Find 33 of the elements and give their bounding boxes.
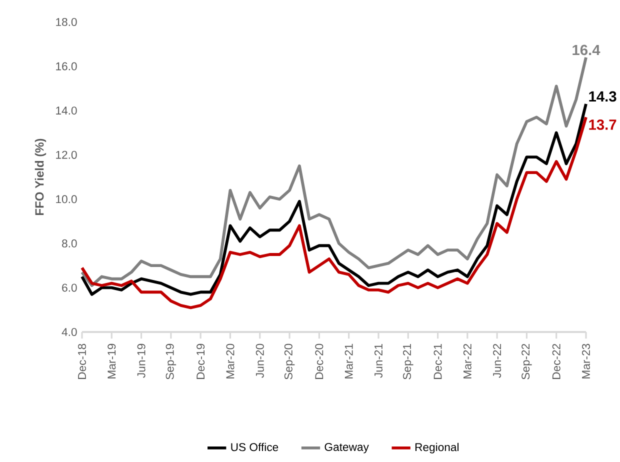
y-tick-label: 4.0	[62, 328, 77, 336]
data-label: 13.7	[589, 120, 616, 130]
y-tick-label: 6.0	[62, 284, 77, 292]
y-axis-title: FFO Yield (%)	[34, 138, 46, 215]
x-tick-label: Jun-21	[374, 344, 382, 378]
x-tick-label: Mar-21	[344, 344, 353, 378]
x-tick-label: Mar-22	[463, 344, 472, 378]
x-tick-label: Dec-20	[315, 344, 324, 379]
y-tick-label: 18.0	[56, 18, 77, 26]
y-tick-label: 10.0	[56, 195, 77, 204]
x-tick-label: Jun-20	[256, 344, 264, 378]
x-tick-label: Mar-20	[226, 344, 234, 378]
y-tick-label: 14.0	[56, 106, 77, 115]
x-tick-label: Jun-22	[493, 344, 502, 378]
x-tick-label: Mar-23	[582, 344, 590, 378]
legend-label: US Office	[231, 442, 278, 452]
y-tick-label: 12.0	[56, 150, 77, 159]
y-tick-label: 16.0	[56, 62, 77, 70]
x-tick-label: Sep-19	[166, 344, 176, 380]
legend-label: Regional	[415, 442, 458, 454]
x-tick-label: Sep-20	[284, 344, 295, 380]
x-tick-label: Mar-19	[108, 344, 116, 378]
x-tick-label: Sep-22	[522, 344, 532, 380]
legend-label: Gateway	[324, 442, 369, 454]
x-tick-label: Dec-21	[434, 344, 442, 379]
x-tick-label: Dec-19	[196, 344, 205, 379]
x-tick-label: Dec-18	[78, 344, 86, 379]
x-tick-label: Dec-22	[552, 344, 560, 379]
x-tick-label: Jun-19	[137, 344, 146, 378]
data-label: 14.3	[589, 91, 616, 102]
x-tick-label: Sep-21	[402, 344, 414, 380]
data-label: 16.4	[572, 44, 600, 56]
y-tick-label: 8.0	[62, 239, 77, 248]
